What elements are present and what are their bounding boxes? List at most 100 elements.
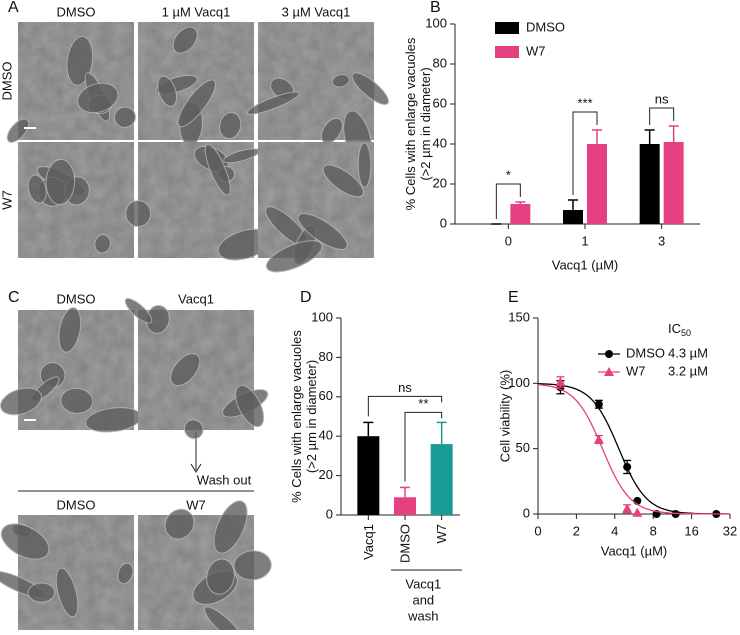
cell	[172, 26, 198, 54]
cell	[60, 387, 94, 414]
ic50-title: IC50	[668, 321, 691, 338]
cell	[265, 240, 323, 273]
cell	[58, 307, 82, 353]
y-axis-label: % Cells with enlarge vacuoles	[289, 330, 304, 503]
y-tick-label: 100	[311, 309, 333, 324]
y-tick-label: 20	[433, 175, 447, 190]
cell	[219, 112, 242, 140]
x-tick-label: 8	[650, 523, 657, 538]
x-axis-label: Vacq1 (µM)	[552, 257, 619, 272]
x-tick-label: 3	[658, 233, 665, 248]
cell	[164, 508, 195, 540]
ic50-label: 3.2 µM	[668, 363, 708, 378]
y-tick-label: 150	[508, 309, 530, 324]
ic50-label: 4.3 µM	[668, 345, 708, 360]
cell	[357, 142, 372, 188]
x-tick-label: 1	[581, 233, 588, 248]
legend-label: W7	[526, 43, 546, 58]
bar	[663, 142, 684, 224]
cell	[45, 158, 76, 206]
cell	[0, 523, 50, 560]
data-point	[671, 510, 680, 518]
bar	[394, 497, 416, 515]
data-point	[623, 462, 632, 471]
cell	[125, 199, 152, 228]
cell	[170, 353, 201, 387]
data-point	[632, 507, 643, 517]
row-label: W7	[0, 190, 14, 210]
cell	[157, 75, 178, 107]
cell	[204, 143, 231, 196]
cell	[66, 35, 94, 86]
column-header: DMSO	[57, 4, 96, 19]
x-tick-label: DMSO	[397, 524, 412, 563]
legend-marker	[605, 350, 613, 358]
significance-bracket	[572, 111, 598, 195]
data-point	[594, 400, 603, 409]
cell	[331, 73, 350, 88]
significance-label: ns	[655, 91, 669, 106]
y-tick-label: 0	[523, 505, 530, 520]
cell	[55, 567, 79, 618]
x-axis-label: Vacq1 (µM)	[601, 543, 668, 558]
cell	[351, 72, 390, 106]
cell	[233, 550, 272, 581]
y-tick-label: 20	[319, 467, 333, 482]
x-tick-label: 16	[684, 523, 698, 538]
x-tick-label: Vacq1	[361, 524, 376, 560]
cell	[113, 106, 137, 128]
legend-swatch	[495, 46, 519, 58]
legend-label: DMSO	[626, 345, 665, 360]
y-tick-label: 0	[326, 506, 333, 521]
y-tick-label: 100	[425, 15, 447, 30]
column-header: Vacq1	[178, 291, 214, 306]
legend-swatch	[495, 22, 519, 34]
cell	[27, 174, 47, 204]
y-axis-label: (>2 µm in diameter)	[418, 67, 433, 180]
ic50-title: IC	[668, 321, 681, 336]
data-point	[622, 503, 633, 513]
panel-label: C	[8, 289, 20, 306]
group-label: wash	[407, 608, 438, 623]
y-tick-label: 100	[508, 375, 530, 390]
x-tick-label: 32	[723, 523, 737, 538]
y-tick-label: 0	[440, 215, 447, 230]
column-header: 3 µM Vacq1	[282, 4, 351, 19]
cell	[235, 384, 265, 428]
arrow-head	[190, 463, 202, 473]
cell	[0, 387, 42, 416]
significance-bracket	[649, 107, 675, 125]
significance-label: ns	[398, 380, 412, 395]
bar	[587, 144, 607, 224]
panel-label: B	[430, 0, 441, 16]
y-tick-label: 60	[319, 388, 333, 403]
cell	[77, 82, 119, 114]
group-label: Vacq1	[405, 576, 441, 591]
column-header: 1 µM Vacq1	[162, 4, 231, 19]
y-tick-label: 80	[433, 55, 447, 70]
bar	[563, 210, 583, 224]
panel-label: A	[8, 0, 19, 16]
wash-label: Wash out	[197, 472, 252, 487]
fit-curve	[537, 383, 730, 515]
y-axis-label: % Cells with enlarge vacuoles	[403, 37, 418, 210]
x-tick-label: 4	[611, 523, 618, 538]
y-tick-label: 60	[433, 95, 447, 110]
x-tick-label: 0	[505, 233, 512, 248]
cell	[94, 234, 111, 254]
group-label: and	[412, 592, 434, 607]
y-axis-label: Cell viability (%)	[497, 370, 512, 462]
y-tick-label: 50	[516, 440, 530, 455]
bar	[357, 436, 380, 515]
y-tick-label: 80	[319, 349, 333, 364]
y-tick-label: 40	[433, 135, 447, 150]
cell	[213, 500, 248, 554]
cell	[27, 582, 56, 603]
significance-label: **	[418, 396, 428, 411]
cell	[117, 562, 134, 585]
fit-curve	[537, 383, 730, 515]
y-axis-label: (>2 µm in diameter)	[304, 360, 319, 473]
x-tick-label: 0	[534, 523, 541, 538]
data-point	[555, 377, 566, 387]
